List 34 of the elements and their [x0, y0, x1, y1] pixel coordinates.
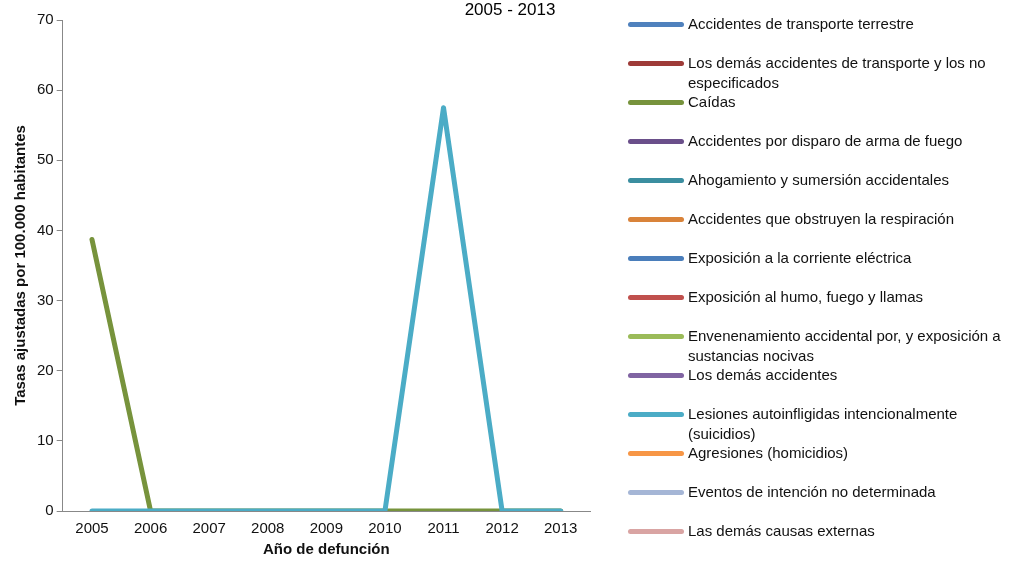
legend-label: Caídas: [688, 92, 736, 112]
legend-label: Las demás causas externas: [688, 521, 875, 541]
x-tick-label: 2013: [544, 519, 578, 537]
legend-label: Accidentes de transporte terrestre: [688, 14, 914, 34]
x-tick-label: 2005: [75, 519, 109, 537]
x-tick-label: 2008: [251, 519, 285, 537]
y-tick-label: 50: [37, 150, 54, 168]
x-axis-title: Año de defunción: [263, 540, 390, 558]
legend-label: Lesiones autoinfligidas intencionalmente (suicidios): [688, 404, 959, 444]
x-tick-label: 2006: [133, 519, 168, 537]
y-axis-title: Tasas ajustadas por 100.000 habitantes: [11, 125, 29, 406]
legend-label: Los demás accidentes de transporte y los no especificados: [688, 53, 987, 93]
y-tick-label: 0: [45, 501, 54, 519]
x-tick-label: 2012: [485, 519, 519, 537]
legend-label: Accidentes por disparo de arma de fuego: [688, 131, 963, 151]
y-tick-label: 70: [37, 10, 54, 28]
legend-label: Envenenamiento accidental por, y exposición a sustancias nocivas: [688, 326, 1002, 366]
legend-label: Ahogamiento y sumersión accidentales: [688, 170, 949, 190]
x-tick-label: 2009: [309, 519, 344, 537]
chart-title: 2005 - 2013: [464, 0, 556, 19]
y-tick-label: 30: [37, 290, 54, 308]
y-tick-label: 60: [37, 80, 54, 98]
y-tick-label: 20: [37, 360, 54, 378]
legend-label: Eventos de intención no determinada: [688, 482, 936, 502]
x-tick-label: 2011: [427, 519, 460, 537]
x-tick-label: 2007: [192, 519, 226, 537]
x-tick-label: 2010: [368, 519, 402, 537]
y-tick-label: 40: [37, 220, 54, 238]
legend-label: Exposición al humo, fuego y llamas: [688, 287, 924, 307]
legend-label: Accidentes que obstruyen la respiración: [688, 209, 954, 229]
y-tick-label: 10: [37, 431, 54, 448]
legend-label: Exposición a la corriente eléctrica: [688, 248, 912, 268]
legend-label: Agresiones (homicidios): [688, 443, 849, 463]
legend-label: Los demás accidentes: [688, 365, 838, 385]
